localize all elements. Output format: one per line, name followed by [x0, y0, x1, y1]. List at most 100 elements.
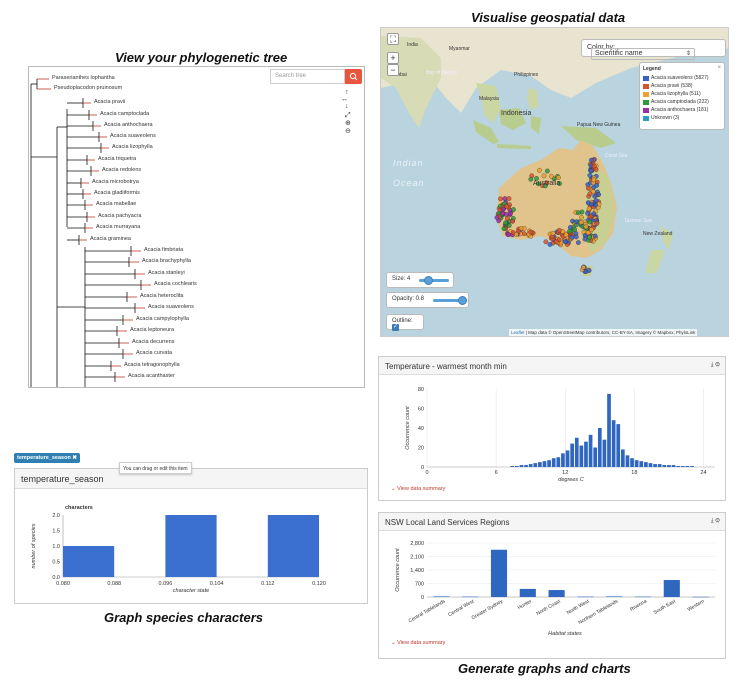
occurrence-point[interactable]: [586, 268, 592, 273]
histogram-bar[interactable]: [519, 465, 524, 467]
leaflet-link[interactable]: Leaflet: [511, 330, 525, 335]
tree-tip-label[interactable]: Acacia pravii: [94, 99, 126, 105]
histogram-bar[interactable]: [680, 466, 685, 467]
character-bar[interactable]: [63, 546, 115, 577]
fullscreen-button[interactable]: ⛶: [387, 33, 399, 45]
tree-tip-label[interactable]: Pseudoplacodon pruinosum: [54, 85, 123, 91]
occurrence-point[interactable]: [589, 157, 594, 163]
occurrence-point[interactable]: [575, 210, 581, 216]
occurrence-point[interactable]: [502, 196, 508, 201]
histogram-bar[interactable]: [690, 466, 694, 467]
category-bar[interactable]: [634, 596, 652, 598]
occurrence-point[interactable]: [543, 239, 549, 245]
occurrence-point[interactable]: [514, 232, 519, 237]
category-bar[interactable]: [490, 549, 508, 597]
occurrence-point[interactable]: [586, 185, 591, 191]
occurrence-point[interactable]: [508, 211, 513, 216]
zoom-out-button[interactable]: −: [387, 64, 399, 76]
occurrence-point[interactable]: [593, 198, 599, 203]
occurrence-point[interactable]: [501, 226, 507, 231]
histogram-bar[interactable]: [524, 465, 528, 467]
occurrence-point[interactable]: [556, 175, 561, 180]
close-icon[interactable]: ×: [717, 65, 721, 71]
histogram-bar[interactable]: [671, 465, 676, 467]
tree-tip-label[interactable]: Acacia graminea: [90, 236, 131, 242]
occurrence-point[interactable]: [574, 219, 580, 225]
occurrence-points[interactable]: [494, 157, 602, 274]
temperature-summary-link[interactable]: ⌄ View data summary: [391, 486, 446, 492]
opacity-slider-handle[interactable]: [458, 296, 467, 305]
tree-tip-label[interactable]: Acacia campylophylla: [136, 316, 189, 322]
download-icon[interactable]: ⤓: [710, 362, 714, 368]
tree-tip-label[interactable]: Acacia suaveolens: [110, 133, 156, 139]
occurrence-point[interactable]: [569, 234, 575, 240]
occurrence-point[interactable]: [593, 167, 599, 172]
tree-tip-label[interactable]: Acacia acanthaster: [128, 373, 175, 379]
tree-tip-label[interactable]: Acacia tetragonophylla: [124, 362, 180, 368]
category-bar[interactable]: [433, 596, 450, 597]
occurrence-point[interactable]: [534, 176, 539, 181]
histogram-bar[interactable]: [584, 441, 588, 467]
histogram-bar[interactable]: [620, 449, 625, 467]
pan-down-icon[interactable]: ↓: [345, 103, 349, 110]
occurrence-point[interactable]: [543, 183, 548, 189]
tree-tip-label[interactable]: Acacia brachyphylla: [142, 258, 191, 264]
histogram-bar[interactable]: [570, 443, 574, 467]
tree-tip-label[interactable]: Acacia stanleyi: [148, 270, 185, 276]
category-bar[interactable]: [548, 590, 565, 597]
temperature-season-badge[interactable]: temperature_season ✖: [14, 453, 80, 463]
histogram-bar[interactable]: [653, 464, 657, 467]
histogram-bar[interactable]: [551, 458, 556, 467]
color-by-select[interactable]: Scientific name ⇕: [591, 48, 695, 60]
histogram-bar[interactable]: [588, 434, 593, 467]
occurrence-point[interactable]: [587, 234, 592, 240]
occurrence-point[interactable]: [581, 265, 586, 270]
occurrence-point[interactable]: [557, 181, 562, 186]
tree-search-input[interactable]: Search tree: [270, 69, 345, 84]
occurrence-point[interactable]: [500, 206, 506, 212]
occurrence-point[interactable]: [498, 196, 503, 202]
occurrence-point[interactable]: [587, 173, 593, 178]
occurrence-point[interactable]: [594, 220, 600, 226]
occurrence-point[interactable]: [562, 239, 568, 245]
histogram-bar[interactable]: [625, 455, 630, 467]
occurrence-point[interactable]: [553, 239, 559, 245]
histogram-bar[interactable]: [611, 420, 616, 467]
occurrence-point[interactable]: [506, 196, 512, 201]
occurrence-point[interactable]: [557, 227, 562, 233]
settings-icon[interactable]: ⚙: [715, 518, 720, 524]
occurrence-point[interactable]: [588, 168, 594, 174]
category-bar[interactable]: [606, 596, 623, 597]
close-icon[interactable]: ✖: [72, 455, 77, 461]
occurrence-point[interactable]: [567, 228, 572, 234]
tree-tip-label[interactable]: Acacia gladiiformis: [94, 190, 140, 196]
occurrence-point[interactable]: [592, 233, 598, 239]
category-bar[interactable]: [519, 588, 536, 597]
occurrence-point[interactable]: [505, 216, 510, 221]
pan-horizontal-icon[interactable]: ↔: [341, 96, 348, 103]
histogram-bar[interactable]: [676, 466, 680, 467]
histogram-bar[interactable]: [561, 453, 565, 467]
occurrence-point[interactable]: [591, 177, 597, 183]
histogram-bar[interactable]: [630, 458, 634, 467]
occurrence-point[interactable]: [494, 215, 500, 220]
histogram-bar[interactable]: [565, 450, 570, 467]
occurrence-point[interactable]: [589, 201, 594, 207]
occurrence-point[interactable]: [592, 193, 597, 199]
tree-tip-label[interactable]: Acacia heteroclita: [140, 293, 184, 299]
histogram-bar[interactable]: [538, 462, 542, 467]
tree-tip-label[interactable]: Acacia cochlearis: [154, 281, 197, 287]
occurrence-point[interactable]: [578, 220, 584, 225]
histogram-bar[interactable]: [644, 462, 648, 467]
histogram-bar[interactable]: [593, 447, 598, 468]
occurrence-point[interactable]: [537, 167, 542, 173]
tree-tip-label[interactable]: Acacia murrayana: [96, 224, 141, 230]
zoom-in-icon[interactable]: ⊕: [345, 120, 351, 127]
occurrence-point[interactable]: [587, 219, 593, 225]
histogram-bar[interactable]: [542, 461, 547, 467]
occurrence-point[interactable]: [563, 232, 569, 238]
tree-tip-label[interactable]: Acacia leptoneura: [130, 327, 175, 333]
histogram-bar[interactable]: [547, 460, 551, 467]
histogram-bar[interactable]: [667, 465, 671, 467]
occurrence-point[interactable]: [596, 192, 601, 197]
